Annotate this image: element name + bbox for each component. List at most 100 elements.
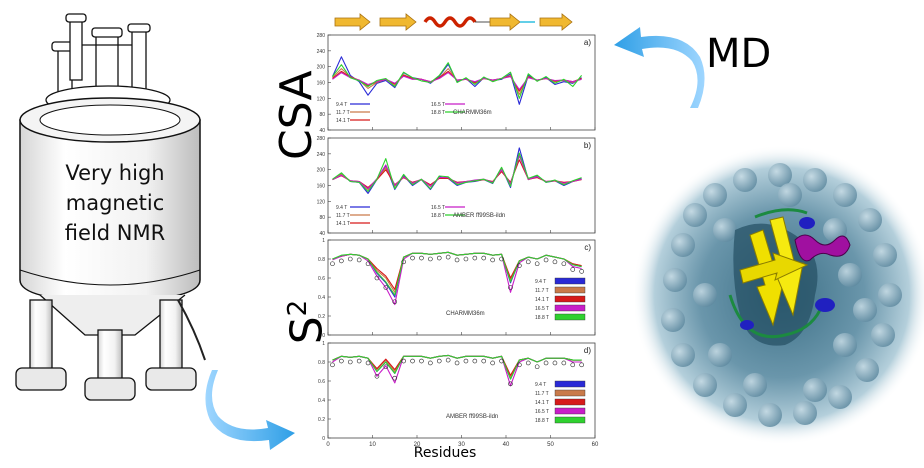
water-bead xyxy=(713,218,737,242)
x-tick-label: 0 xyxy=(326,442,330,448)
experimental-point xyxy=(347,359,353,365)
water-bead xyxy=(855,358,879,382)
experimental-point xyxy=(481,358,487,364)
y-tick-label: 240 xyxy=(317,152,326,158)
experimental-point xyxy=(445,357,451,363)
legend-swatch xyxy=(554,398,586,406)
legend-label: 9.4 T xyxy=(336,205,347,211)
water-bead xyxy=(803,168,827,192)
water-bead xyxy=(671,233,695,257)
panel-label: b) xyxy=(584,141,591,150)
experimental-point xyxy=(401,358,406,364)
experimental-point xyxy=(330,362,335,368)
magnet-label-line: field NMR xyxy=(64,221,166,245)
y-tick-label: 120 xyxy=(317,96,326,102)
experimental-point xyxy=(330,261,335,267)
water-bead xyxy=(828,385,852,409)
experimental-point xyxy=(463,256,469,262)
y-tick-label: 240 xyxy=(317,49,326,55)
experimental-point xyxy=(356,358,362,364)
experimental-point xyxy=(579,362,584,368)
x-tick-label: 20 xyxy=(414,442,421,448)
y-tick-label: 160 xyxy=(317,184,326,190)
y-tick-label: 0.2 xyxy=(318,417,325,423)
water-bead xyxy=(778,183,802,207)
legend-label: 14.1 T xyxy=(535,400,549,406)
force-field-label: AMBER ff99SB-ildn xyxy=(446,414,498,420)
experimental-point xyxy=(570,267,576,272)
experimental-point xyxy=(508,381,513,387)
y-tick-label: 1 xyxy=(322,341,325,347)
arrow-to-plots-icon xyxy=(205,370,295,450)
y-tick-label: 80 xyxy=(319,215,325,221)
legend-swatch xyxy=(554,304,586,312)
panel-label: a) xyxy=(584,38,591,47)
legend-label: 18.8 T xyxy=(535,315,549,321)
y-tick-label: 0.2 xyxy=(318,314,325,320)
experimental-point xyxy=(543,257,549,263)
experimental-point xyxy=(499,358,504,364)
experimental-point xyxy=(570,362,576,368)
panel-label: c) xyxy=(584,243,591,252)
experimental-point xyxy=(374,275,380,281)
experimental-point xyxy=(508,285,513,290)
water-bead xyxy=(833,183,857,207)
experimental-point xyxy=(472,358,478,364)
water-bead xyxy=(803,378,827,402)
experimental-point xyxy=(481,255,487,261)
legend-label: 11.7 T xyxy=(535,288,549,294)
experimental-point xyxy=(392,299,398,305)
experimental-point xyxy=(454,257,460,263)
water-bead xyxy=(661,308,685,332)
legend-label: 18.8 T xyxy=(431,110,445,116)
legend-label: 18.8 T xyxy=(535,418,549,424)
x-tick-label: 40 xyxy=(503,442,510,448)
water-bead xyxy=(853,298,877,322)
experimental-point xyxy=(499,256,504,262)
experimental-point xyxy=(383,285,389,290)
experimental-point xyxy=(339,358,344,364)
experimental-point xyxy=(525,360,531,366)
y-tick-label: 0.6 xyxy=(318,276,325,282)
experimental-point xyxy=(419,255,424,261)
experimental-point xyxy=(339,258,344,264)
water-bead xyxy=(683,203,707,227)
protein-md-image xyxy=(635,145,924,445)
series-line-165T xyxy=(332,155,582,190)
legend-label: 16.5 T xyxy=(535,306,549,312)
arrow-from-md-icon xyxy=(614,27,705,108)
y-tick-label: 40 xyxy=(319,231,325,237)
water-bead xyxy=(878,283,902,307)
legend-label: 9.4 T xyxy=(535,382,546,388)
legend-swatch xyxy=(554,380,586,388)
x-tick-label: 10 xyxy=(369,442,376,448)
experimental-point xyxy=(365,360,371,366)
plot-frame xyxy=(327,34,596,131)
experimental-point xyxy=(374,373,380,379)
legend-label: 11.7 T xyxy=(336,213,350,219)
y-tick-label: 0 xyxy=(322,333,325,339)
legend-swatch xyxy=(554,416,586,424)
experimental-point xyxy=(561,261,567,267)
experimental-point xyxy=(410,358,415,364)
experimental-point xyxy=(561,360,567,366)
legend-label: 9.4 T xyxy=(535,279,546,285)
experimental-point xyxy=(534,261,540,267)
legend-label: 14.1 T xyxy=(336,118,350,124)
experimental-point xyxy=(401,259,406,265)
water-bead xyxy=(858,208,882,232)
water-bead xyxy=(693,283,717,307)
magnet-label-line: Very high xyxy=(65,161,165,185)
water-beads xyxy=(661,163,902,427)
experimental-point xyxy=(517,263,522,268)
water-bead xyxy=(793,401,817,425)
water-bead xyxy=(833,333,857,357)
legend-label: 14.1 T xyxy=(535,297,549,303)
experimental-point xyxy=(419,358,424,364)
legend-label: 11.7 T xyxy=(336,110,350,116)
legend-swatch xyxy=(554,407,586,415)
experimental-point xyxy=(392,375,398,381)
experimental-point xyxy=(552,259,558,265)
experimental-point xyxy=(490,257,495,263)
